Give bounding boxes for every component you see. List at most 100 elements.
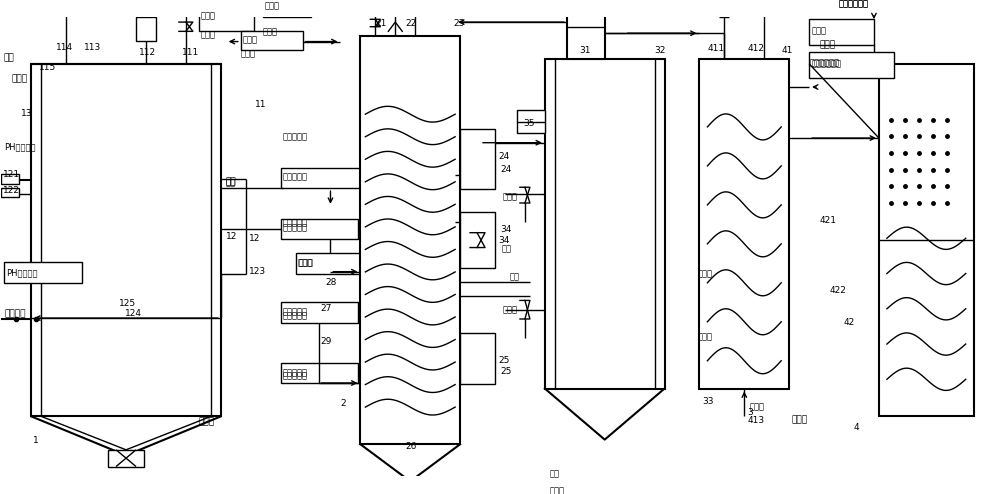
Bar [136,17,156,41]
Text: 25: 25 [498,356,509,365]
Text: 111: 111 [182,48,199,57]
Text: 蒸汽: 蒸汽 [550,469,560,478]
Text: 115: 115 [39,63,57,72]
Text: 1: 1 [33,436,39,445]
Text: 112: 112 [139,48,156,57]
Text: 液位: 液位 [226,178,236,187]
Text: 34: 34 [498,236,509,245]
Bar [1,188,19,198]
Bar [567,8,605,59]
Bar [699,59,789,389]
Text: 尾气达标排放: 尾气达标排放 [839,0,869,8]
Text: 25: 25 [500,368,511,376]
Text: 抽液泵: 抽液泵 [299,258,314,267]
Text: 4: 4 [854,423,860,432]
Bar [360,36,460,444]
Text: 液位: 液位 [510,273,520,282]
Text: 进气阀: 进气阀 [265,2,280,11]
Bar [241,31,303,50]
Text: 124: 124 [125,309,142,318]
Text: 12: 12 [226,232,237,241]
Text: 液位控制仪: 液位控制仪 [283,218,308,227]
Text: PH值测量仪: PH值测量仪 [4,143,36,152]
Text: 抽液泵: 抽液泵 [298,259,313,268]
Text: 13: 13 [21,110,33,119]
Text: 液位: 液位 [226,177,237,186]
Bar [517,110,545,133]
Text: 31: 31 [580,46,591,55]
Text: 液位: 液位 [502,244,512,253]
Text: 加液泵: 加液泵 [243,35,258,44]
Text: 123: 123 [249,267,266,276]
Text: 114: 114 [56,42,73,52]
Text: 液位控制仪: 液位控制仪 [283,312,308,321]
Text: 422: 422 [829,286,846,295]
Text: 33: 33 [702,397,714,406]
Text: 35: 35 [523,119,534,128]
Text: 压缩空气: 压缩空气 [4,309,26,318]
Text: 尾气净化装置: 尾气净化装置 [811,59,841,68]
Text: 液位控制仪: 液位控制仪 [283,307,308,316]
Text: 421: 421 [819,216,836,225]
Text: 11: 11 [255,100,266,109]
Text: 29: 29 [320,337,332,346]
Text: 二次风: 二次风 [697,269,712,278]
Text: 补给水: 补给水 [749,403,764,412]
Text: 113: 113 [84,42,101,52]
Bar [199,5,254,31]
Bar [281,363,358,383]
Text: 试剂: 试剂 [3,54,14,63]
Text: 尾气达标排放: 尾气达标排放 [839,0,869,8]
Text: 34: 34 [500,225,511,235]
Text: 28: 28 [325,278,337,288]
Bar [460,333,495,384]
Text: 液位控制仪: 液位控制仪 [283,224,308,233]
Text: 温度监测仪: 温度监测仪 [283,371,308,380]
Bar [1,174,19,184]
Bar [460,212,495,268]
Text: 加液泵: 加液泵 [241,49,256,58]
Text: 尾气净化装置: 尾气净化装置 [809,58,839,67]
Text: 引风机: 引风机 [811,27,826,36]
Text: 32: 32 [655,46,666,55]
Text: 22: 22 [405,18,417,28]
Text: 3: 3 [747,408,753,417]
Text: 引风机: 引风机 [819,40,835,49]
Text: 42: 42 [844,318,855,327]
Text: 12: 12 [249,234,260,243]
Text: 411: 411 [707,44,725,53]
Bar [879,64,974,416]
Text: 26: 26 [405,442,417,451]
Text: 一次风: 一次风 [697,332,712,341]
Text: 一次风: 一次风 [503,305,518,314]
Text: 待处理废液: 待处理废液 [283,172,308,181]
Text: 二次风: 二次风 [503,192,518,201]
Bar [31,64,221,416]
Bar [545,59,665,389]
Bar [809,19,874,45]
Bar [460,129,495,189]
Text: 121: 121 [3,170,21,179]
Text: 23: 23 [453,18,465,28]
Bar [108,450,144,466]
Bar [281,302,358,323]
Bar [296,253,360,274]
Text: 温度监测仪: 温度监测仪 [283,369,308,377]
Text: 27: 27 [320,304,332,313]
Bar [281,168,362,188]
Text: 排渣阀: 排渣阀 [199,417,215,426]
Text: 压力表: 压力表 [201,11,216,20]
Text: 2: 2 [340,399,346,408]
Bar [263,0,311,17]
Text: 24: 24 [500,165,511,174]
Bar [809,52,894,78]
Text: 补给水: 补给水 [791,415,807,425]
Text: 125: 125 [119,299,136,308]
Bar [281,219,358,239]
Bar [4,262,82,283]
Text: 冷凝水: 冷凝水 [550,486,565,494]
Text: 压力表: 压力表 [201,31,216,40]
Text: 21: 21 [375,18,387,28]
Text: 413: 413 [747,415,764,425]
Text: 24: 24 [498,152,509,161]
